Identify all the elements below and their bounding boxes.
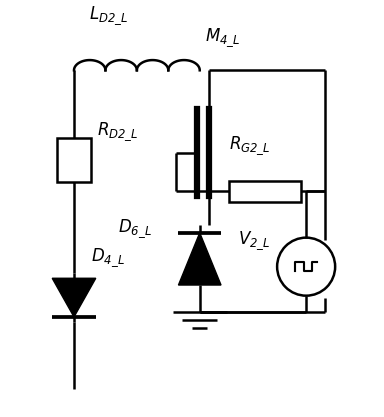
Bar xyxy=(56,138,91,181)
Polygon shape xyxy=(52,278,96,317)
Text: $D_\mathregular{4\_L}$: $D_\mathregular{4\_L}$ xyxy=(91,246,125,269)
Bar xyxy=(229,181,301,202)
Text: $D_\mathregular{6\_L}$: $D_\mathregular{6\_L}$ xyxy=(118,217,151,240)
Text: $R_\mathregular{G2\_L}$: $R_\mathregular{G2\_L}$ xyxy=(229,135,270,157)
Polygon shape xyxy=(179,233,221,285)
Text: $V_\mathregular{2\_L}$: $V_\mathregular{2\_L}$ xyxy=(238,230,271,252)
Text: $M_\mathregular{4\_L}$: $M_\mathregular{4\_L}$ xyxy=(205,27,240,49)
Text: $R_\mathregular{D2\_L}$: $R_\mathregular{D2\_L}$ xyxy=(97,121,139,143)
Text: $L_\mathregular{D2\_L}$: $L_\mathregular{D2\_L}$ xyxy=(88,4,128,27)
